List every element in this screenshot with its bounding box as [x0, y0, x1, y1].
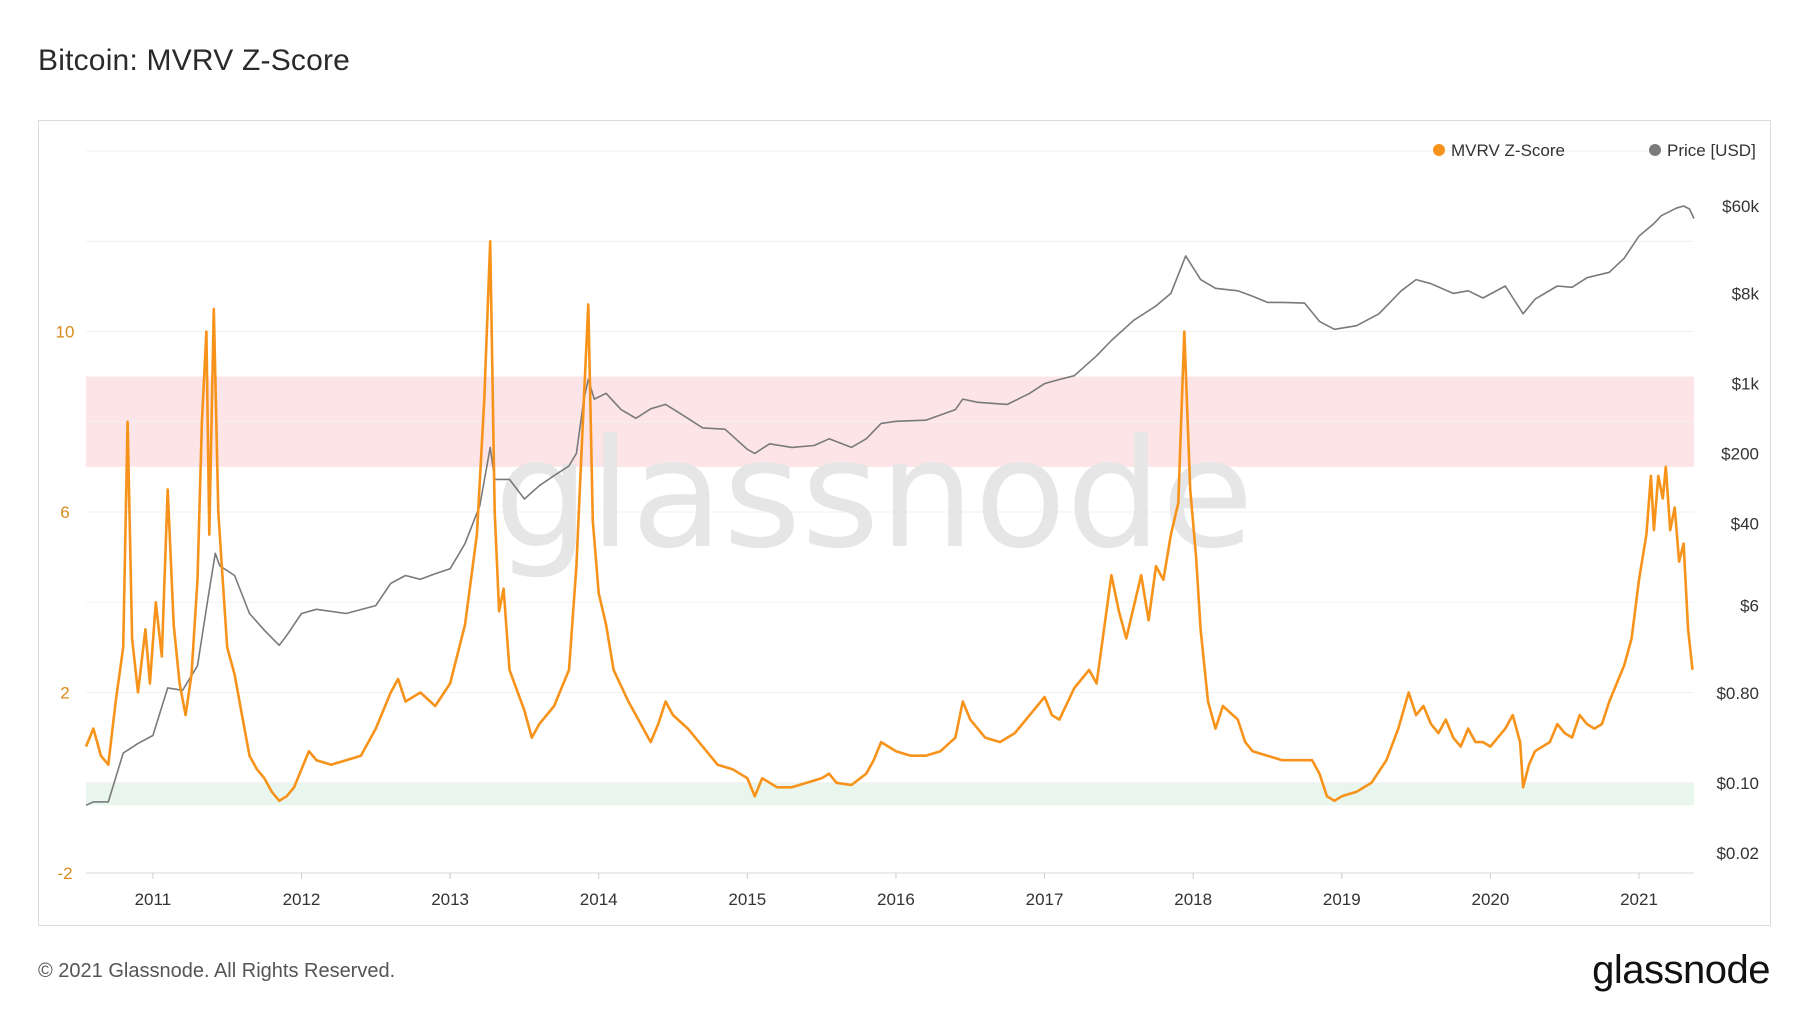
legend-marker [1433, 144, 1445, 156]
legend-label: MVRV Z-Score [1451, 141, 1565, 160]
right-axis-ticks: $0.02 $0.10 $0.80 $6 $40 $200 $1k $8k $60k [1716, 197, 1759, 863]
chart-frame: glassnode -2 2 6 10 $0.02 $0.10 $0.80 $6 $40 $20… [38, 120, 1771, 926]
x-tick-label: 2020 [1471, 890, 1509, 909]
x-tick-label: 2015 [728, 890, 766, 909]
right-tick-label: $0.80 [1716, 684, 1759, 703]
x-tick-label: 2013 [431, 890, 469, 909]
x-tick-label: 2021 [1620, 890, 1658, 909]
mvrv-zscore-line [84, 240, 1694, 803]
x-tick-label: 2019 [1323, 890, 1361, 909]
left-tick-label: 6 [60, 503, 69, 522]
right-tick-label: $60k [1722, 197, 1759, 216]
x-tick-label: 2011 [135, 890, 172, 909]
x-tick-label: 2014 [580, 890, 618, 909]
right-tick-label: $1k [1732, 375, 1760, 394]
legend-label: Price [USD] [1667, 141, 1756, 160]
watermark: glassnode [494, 408, 1253, 582]
left-tick-label: 2 [60, 684, 69, 703]
page-title: Bitcoin: MVRV Z-Score [38, 44, 351, 77]
left-axis-ticks: -2 2 6 10 [56, 323, 75, 884]
x-tick-label: 2016 [877, 890, 915, 909]
series-lines [84, 205, 1695, 807]
footer-copyright: © 2021 Glassnode. All Rights Reserved. [38, 960, 396, 982]
x-tick-label: 2012 [283, 890, 321, 909]
left-tick-label: 10 [56, 323, 75, 342]
x-axis-ticks: 2011 2012 2013 2014 2015 2016 2017 2018 2019 2020… [86, 872, 1694, 909]
band-undervalued [86, 782, 1694, 806]
right-tick-label: $8k [1732, 284, 1760, 303]
price-line [85, 205, 1695, 807]
right-tick-label: $6 [1740, 597, 1759, 616]
x-tick-label: 2018 [1174, 890, 1212, 909]
right-tick-label: $200 [1721, 444, 1759, 463]
legend-marker [1649, 144, 1661, 156]
chart: glassnode -2 2 6 10 $0.02 $0.10 $0.80 $6 $40 $20… [56, 141, 1760, 909]
glassnode-logo: glassnode [1592, 948, 1770, 992]
legend: MVRV Z-Score Price [USD] [1433, 141, 1756, 160]
right-tick-label: $40 [1731, 514, 1759, 533]
x-tick-label: 2017 [1026, 890, 1064, 909]
right-tick-label: $0.10 [1716, 774, 1759, 793]
right-tick-label: $0.02 [1716, 844, 1759, 863]
left-tick-label: -2 [57, 864, 72, 883]
